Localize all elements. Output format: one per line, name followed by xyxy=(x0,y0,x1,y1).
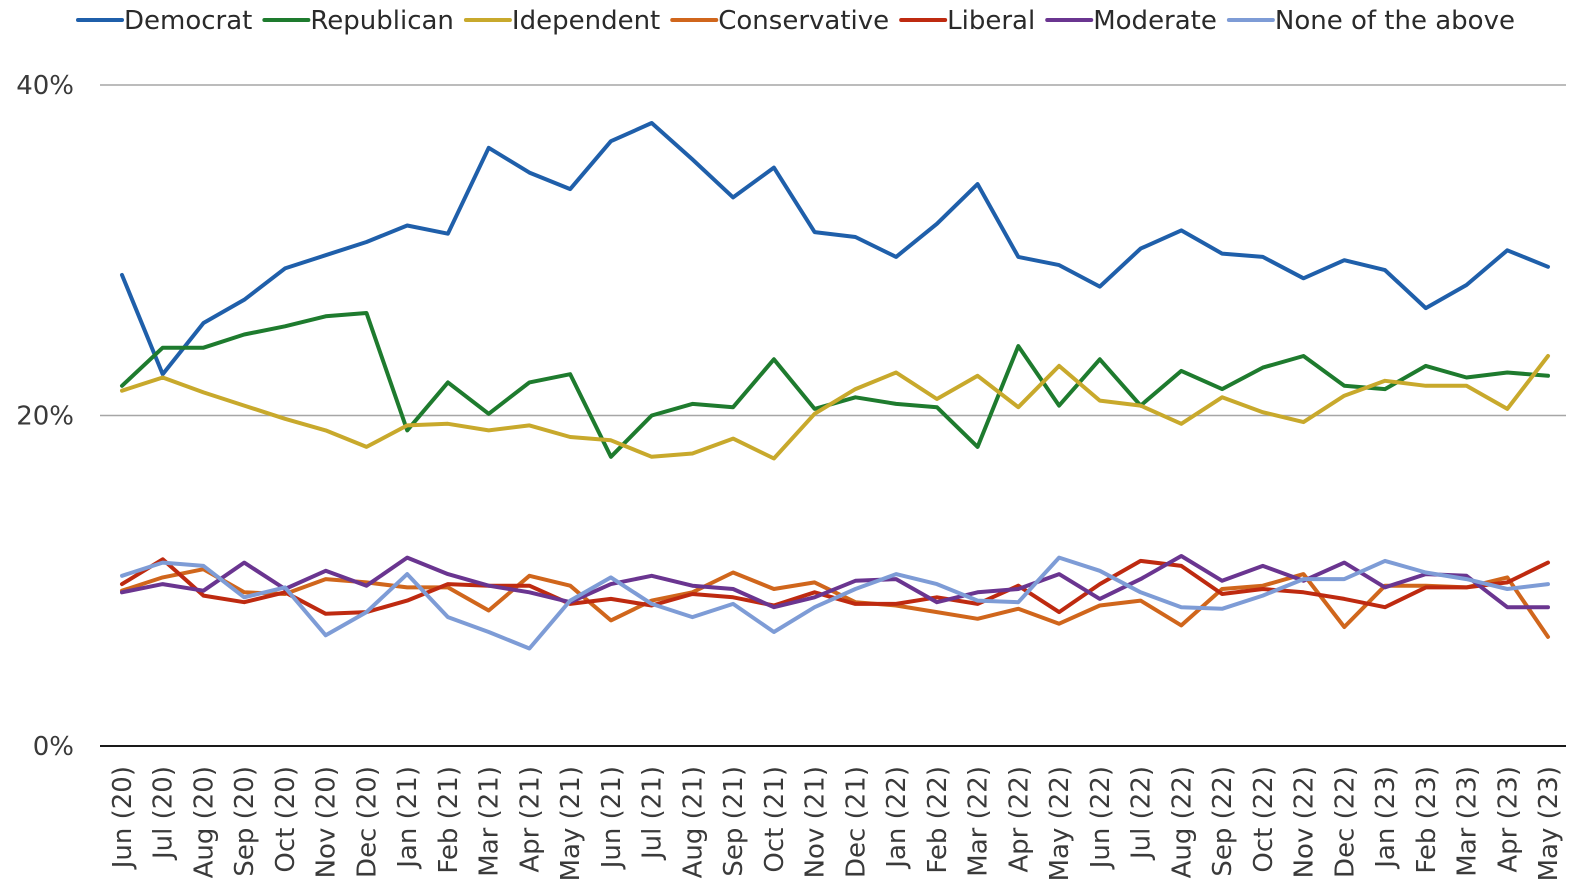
x-tick-label: Jun (21) xyxy=(597,766,627,870)
x-tick-label: Jan (21) xyxy=(393,766,423,870)
series-lines xyxy=(120,121,1550,651)
x-tick-label: Nov (20) xyxy=(312,766,342,878)
x-tick-label: Aug (20) xyxy=(189,766,219,878)
x-tick-label: Apr (21) xyxy=(515,766,545,873)
legend: Democrat Republican Idependent Conservative… xyxy=(76,6,1515,36)
legend-item-none-of-the-above: None of the above xyxy=(1226,6,1515,36)
legend-item-conservative: Conservative xyxy=(670,6,889,36)
gridlines xyxy=(100,84,1566,417)
y-tick-label: 20% xyxy=(16,402,74,432)
x-tick-label: Feb (22) xyxy=(923,766,953,874)
x-axis: Jun (20) Jul (20) Aug (20) Sep (20) Oct (20)… xyxy=(100,745,1566,881)
legend-label: Conservative xyxy=(718,6,889,36)
x-tick-label: Sep (22) xyxy=(1208,766,1238,877)
x-tick-label: Mar (23) xyxy=(1453,766,1483,877)
x-tick-label: Nov (21) xyxy=(801,766,831,878)
x-tick-label: Aug (21) xyxy=(678,766,708,878)
x-tick-label: Apr (22) xyxy=(1004,766,1034,873)
y-tick-label: 0% xyxy=(33,732,74,762)
legend-item-idependent: Idependent xyxy=(463,6,660,36)
legend-label: Idependent xyxy=(512,6,660,36)
x-tick-label: Feb (21) xyxy=(434,766,464,874)
x-tick-label: Jan (22) xyxy=(882,766,912,870)
x-tick-label: Feb (23) xyxy=(1412,766,1442,874)
x-tick-label: Jan (23) xyxy=(1371,766,1401,870)
x-tick-label: Mar (22) xyxy=(964,766,994,877)
x-tick-label: Dec (21) xyxy=(841,766,871,878)
legend-label: Democrat xyxy=(124,6,252,36)
legend-item-democrat: Democrat xyxy=(76,6,252,36)
y-tick-label: 40% xyxy=(16,71,74,101)
x-tick-label: May (22) xyxy=(1045,766,1075,881)
x-tick-label: Dec (20) xyxy=(352,766,382,878)
x-tick-label: Jul (22) xyxy=(1127,766,1157,861)
x-tick-label: Sep (20) xyxy=(230,766,260,877)
x-tick-label: Sep (21) xyxy=(719,766,749,877)
legend-label: Liberal xyxy=(947,6,1035,36)
x-tick-label: Mar (21) xyxy=(475,766,505,877)
x-tick-label: May (23) xyxy=(1534,766,1564,881)
x-tick-label: May (21) xyxy=(556,766,586,881)
x-tick-label: Dec (22) xyxy=(1330,766,1360,878)
legend-label: Moderate xyxy=(1093,6,1217,36)
x-tick-label: Jul (20) xyxy=(149,766,179,861)
legend-label: Republican xyxy=(310,6,454,36)
x-tick-label: Nov (22) xyxy=(1290,766,1320,878)
y-axis: 0% 20% 40% xyxy=(16,71,74,762)
legend-item-republican: Republican xyxy=(262,6,454,36)
series-line-none-of-the-above xyxy=(120,555,1550,651)
legend-label: None of the above xyxy=(1275,6,1515,36)
x-tick-label: Jul (21) xyxy=(638,766,668,861)
x-tick-label: Oct (20) xyxy=(271,766,301,873)
x-tick-label: Apr (23) xyxy=(1493,766,1523,873)
series-line-democrat xyxy=(120,121,1550,377)
legend-item-liberal: Liberal xyxy=(899,6,1035,36)
x-tick-label: Aug (22) xyxy=(1167,766,1197,878)
x-tick-label: Jun (20) xyxy=(108,766,138,870)
x-tick-label: Jun (22) xyxy=(1086,766,1116,870)
legend-item-moderate: Moderate xyxy=(1045,6,1217,36)
x-tick-label: Oct (21) xyxy=(760,766,790,873)
x-tick-label: Oct (22) xyxy=(1249,766,1279,873)
series-line-idependent xyxy=(120,354,1550,461)
